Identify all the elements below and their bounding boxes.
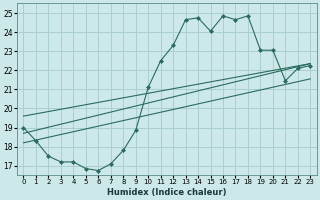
X-axis label: Humidex (Indice chaleur): Humidex (Indice chaleur) [107,188,227,197]
